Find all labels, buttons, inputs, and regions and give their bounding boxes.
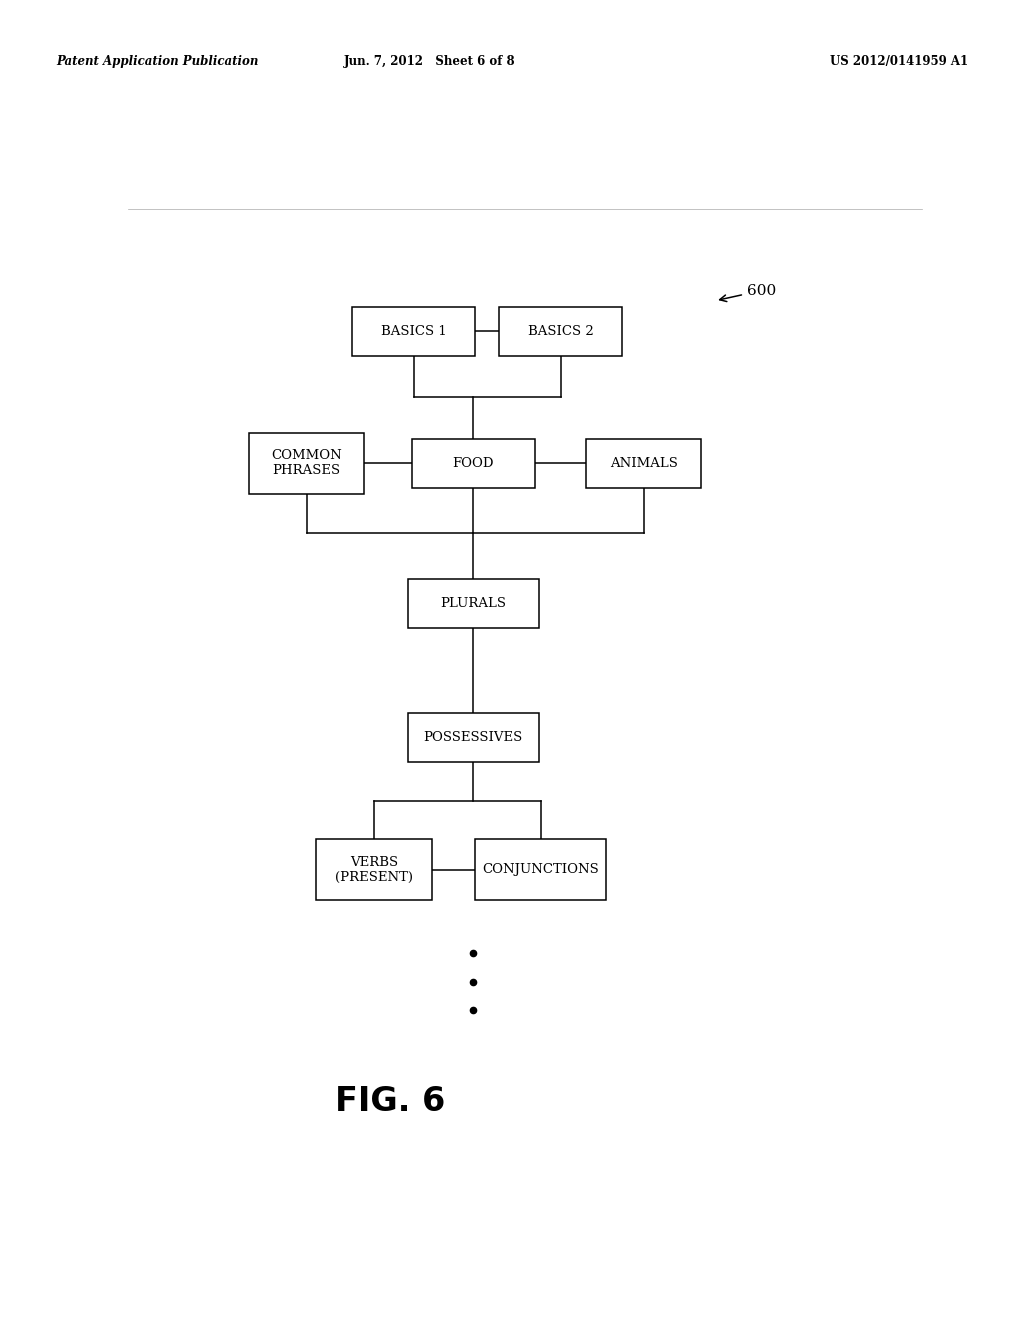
Text: FIG. 6: FIG. 6: [335, 1085, 445, 1118]
Bar: [316, 840, 431, 900]
Text: PLURALS: PLURALS: [440, 597, 506, 610]
Bar: [475, 840, 606, 900]
Text: 600: 600: [720, 284, 776, 301]
Text: US 2012/0141959 A1: US 2012/0141959 A1: [829, 55, 968, 69]
Text: BASICS 1: BASICS 1: [381, 325, 446, 338]
Text: Jun. 7, 2012   Sheet 6 of 8: Jun. 7, 2012 Sheet 6 of 8: [344, 55, 516, 69]
Bar: [352, 306, 475, 355]
Bar: [249, 433, 365, 494]
Bar: [412, 440, 535, 487]
Text: VERBS
(PRESENT): VERBS (PRESENT): [335, 855, 413, 884]
Bar: [408, 579, 539, 628]
Bar: [587, 440, 701, 487]
Text: BASICS 2: BASICS 2: [527, 325, 593, 338]
Bar: [408, 713, 539, 762]
Text: FOOD: FOOD: [453, 457, 494, 470]
Text: CONJUNCTIONS: CONJUNCTIONS: [482, 863, 599, 876]
Text: Patent Application Publication: Patent Application Publication: [56, 55, 259, 69]
Text: POSSESSIVES: POSSESSIVES: [424, 731, 523, 744]
Text: COMMON
PHRASES: COMMON PHRASES: [271, 449, 342, 478]
Text: ANIMALS: ANIMALS: [610, 457, 678, 470]
Bar: [499, 306, 622, 355]
